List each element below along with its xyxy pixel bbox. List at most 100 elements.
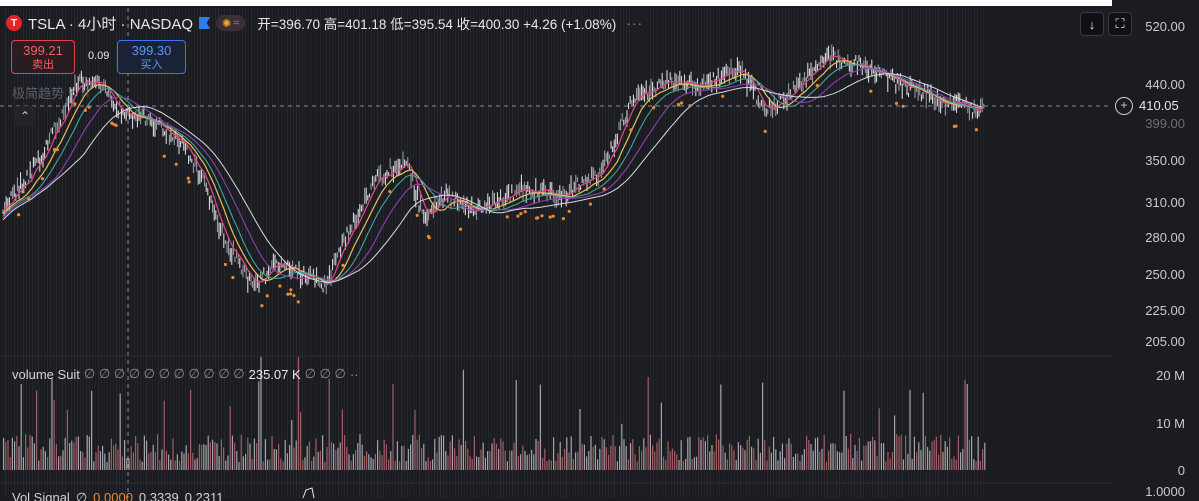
signal-dot: [815, 83, 819, 88]
signal-dot: [974, 128, 979, 132]
bg-stripe: [428, 8, 429, 498]
signal-dot: [73, 102, 77, 106]
volume-bar: [522, 445, 524, 470]
top-border: [0, 0, 1199, 6]
bg-stripe: [257, 8, 258, 498]
volume-bar: [330, 442, 332, 470]
volume-bar: [66, 409, 68, 470]
volume-bar: [115, 443, 117, 470]
volume-bar: [137, 443, 139, 470]
volume-bar: [240, 434, 242, 470]
fullscreen-button[interactable]: ⛶: [1108, 12, 1132, 36]
volume-bar: [454, 448, 456, 470]
price-chart-canvas[interactable]: [0, 0, 1112, 501]
volume-bar: [867, 441, 869, 470]
signal-dot: [296, 300, 300, 304]
bg-stripe: [725, 8, 726, 498]
volume-suit-legend[interactable]: volume Suit ∅ ∅ ∅ ∅ ∅ ∅ ∅ ∅ ∅ ∅ ∅ 235.07…: [12, 366, 359, 382]
bg-stripe: [359, 8, 360, 498]
signal-dot: [561, 217, 566, 221]
price-scale[interactable]: 520.00 440.00 350.00 310.00 280.00 250.0…: [1112, 0, 1199, 501]
bg-stripe: [134, 8, 135, 498]
bg-stripe: [824, 8, 825, 498]
volume-bar: [946, 446, 948, 470]
bg-stripe: [20, 8, 21, 498]
volume-bar: [599, 448, 601, 470]
bg-stripe: [23, 8, 24, 498]
bg-stripe: [44, 8, 45, 498]
volume-bar: [872, 436, 874, 470]
bg-stripe: [422, 8, 423, 498]
volume-bar: [852, 458, 854, 470]
volume-bar: [62, 450, 64, 470]
bg-stripe: [563, 8, 564, 498]
bg-stripe: [47, 8, 48, 498]
wave-icon: ≈: [233, 17, 240, 29]
volume-bar: [627, 459, 629, 470]
signal-dot: [676, 103, 681, 107]
vol-signal-legend[interactable]: Vol Signal ∅ 0.0000 0.3339 0.2311: [12, 490, 223, 501]
collapse-indicators-button[interactable]: ⌃: [14, 106, 36, 126]
volume-bar: [262, 461, 264, 470]
volume-bar: [192, 452, 194, 470]
bg-stripe: [818, 8, 819, 498]
signal-dot: [540, 214, 544, 218]
signal-dot: [187, 180, 191, 184]
volume-bar: [570, 436, 572, 470]
volume-bar: [130, 446, 132, 470]
volume-bar: [383, 439, 385, 470]
volume-bar: [473, 436, 475, 470]
sell-button[interactable]: 399.21 卖出: [11, 40, 75, 74]
null-values: ∅ ∅ ∅ ∅ ∅ ∅ ∅ ∅ ∅ ∅ ∅: [83, 366, 245, 381]
volume-bar: [80, 451, 82, 470]
volume-bar: [509, 450, 511, 470]
volume-bar: [733, 450, 735, 470]
volume-bar: [42, 446, 44, 470]
more-dots-icon[interactable]: ··: [349, 366, 359, 382]
bg-stripe: [131, 8, 132, 498]
volume-bar: [960, 452, 962, 470]
volume-bar: [220, 439, 222, 470]
bg-stripe: [539, 8, 540, 498]
buy-button[interactable]: 399.30 买入: [117, 40, 186, 74]
add-alert-plus-icon[interactable]: +: [1115, 97, 1133, 115]
volume-bar: [128, 458, 130, 470]
volume-bar: [335, 450, 337, 470]
scroll-to-latest-button[interactable]: ↓: [1080, 12, 1104, 36]
more-options-dots-icon[interactable]: ···: [626, 15, 644, 31]
indicator-title[interactable]: 极简趋势 ∩ ∩: [12, 86, 90, 101]
volume-bar: [869, 441, 871, 470]
volume-bar: [9, 457, 11, 470]
volume-bar: [286, 453, 288, 470]
signal-dot: [523, 210, 527, 214]
bg-stripe: [500, 8, 501, 498]
volume-bar: [555, 460, 557, 470]
volume-bar: [174, 460, 176, 470]
volume-bar: [368, 454, 370, 470]
signal-dot: [17, 213, 21, 217]
volume-bar: [641, 450, 643, 470]
bg-stripe: [767, 8, 768, 498]
volume-bar: [436, 452, 438, 470]
bg-stripe: [83, 8, 84, 498]
symbol-title[interactable]: TSLA · 4小时 · NASDAQ: [28, 15, 194, 33]
volume-bar: [737, 442, 739, 470]
volume-bar: [676, 454, 678, 470]
volume-bar: [236, 451, 238, 470]
bg-stripe: [722, 8, 723, 498]
volume-bar: [27, 447, 29, 470]
flag-icon[interactable]: [199, 17, 211, 29]
volume-bar: [836, 451, 838, 470]
volume-bar: [190, 389, 192, 470]
bg-stripe: [404, 8, 405, 498]
volume-bar: [759, 452, 761, 470]
bg-stripe: [551, 8, 552, 498]
bg-stripe: [674, 8, 675, 498]
volume-bar: [647, 376, 649, 470]
volume-bar: [284, 439, 286, 470]
market-status-pill[interactable]: ✺ ≈: [216, 15, 246, 31]
volume-bar: [427, 457, 429, 470]
volume-bar: [341, 409, 343, 470]
volume-bar: [669, 451, 671, 470]
